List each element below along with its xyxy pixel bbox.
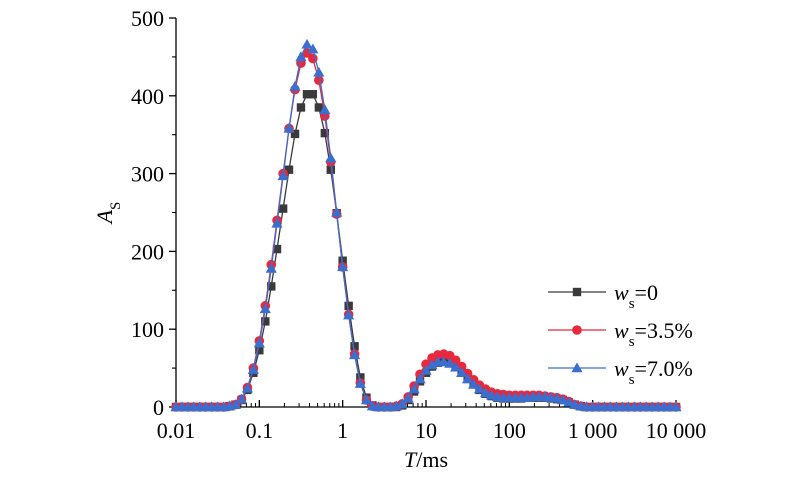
data-point [247,364,259,374]
x-tick-label: 0.1 [246,418,274,443]
x-tick-label: 10 000 [646,418,707,443]
data-point [259,303,271,314]
data-point [444,357,456,368]
data-point [479,387,492,398]
legend-item-1: ws=0 [548,280,658,312]
y-tick-label: 0 [153,395,164,420]
axes: 0 100 200 300 400 500 0.01 0.1 1 10 100 1 000 10 000… [92,6,706,472]
data-point [331,206,343,217]
data-point [255,346,264,355]
data-point [278,204,288,213]
legend-marker [572,325,582,335]
data-point [360,394,373,405]
legend-label: ws=3.5% [614,318,693,350]
data-point [289,80,301,91]
data-point [301,38,313,49]
data-point [408,383,420,394]
data-point [344,301,353,311]
series-3 [170,38,682,412]
data-point [267,282,276,291]
data-point [229,399,242,409]
data-point [241,382,254,393]
data-point [296,103,306,112]
data-point [343,309,355,320]
data-point [468,378,480,389]
data-point [319,104,331,115]
legend: ws=0 ws=3.5% ws=7.0% [548,280,693,388]
data-point [337,261,349,272]
x-tick-label: 0.01 [157,418,196,443]
data-point [670,401,682,412]
data-point [272,244,282,254]
data-point [438,356,450,367]
legend-item-3: ws=7.0% [548,356,693,388]
data-point [313,66,325,77]
data-point [356,373,365,382]
series-line [176,43,676,408]
data-point [563,396,575,407]
data-point [314,75,324,86]
data-point [261,317,270,326]
legend-label: ws=7.0% [614,356,693,388]
x-tick-label: 1 [337,418,348,443]
data-point [326,165,335,174]
y-tick-label: 400 [131,84,164,109]
data-point [426,359,438,370]
series-2 [171,48,681,412]
data-point [338,256,347,265]
data-point [396,398,408,409]
legend-marker [571,362,583,373]
data-point [302,90,312,99]
y-axis-title: AS [92,202,124,226]
data-point [350,342,359,351]
data-point [450,361,462,372]
data-point [283,122,295,133]
data-point [308,90,318,99]
x-axis-title: T/ms [404,447,448,472]
series-layer [170,38,682,412]
data-point [420,364,432,375]
y-tick-label: 500 [131,6,164,31]
data-point [235,393,248,404]
legend-label: ws=0 [614,280,658,312]
data-point [265,262,277,273]
data-point [462,373,474,384]
y-tick-label: 200 [131,239,164,264]
data-point [473,383,486,394]
x-tick-label: 10 [415,418,437,443]
data-point [314,103,324,112]
y-tick-label: 100 [131,317,164,342]
legend-marker [572,287,582,297]
data-point [325,152,337,163]
data-point [320,128,330,138]
series-line [176,51,676,408]
data-point [271,217,283,228]
x-tick-label: 100 [493,418,526,443]
data-point [402,392,414,403]
data-point [253,337,265,348]
data-point [354,378,366,388]
data-point [414,373,426,384]
data-point [307,43,319,54]
legend-item-2: ws=3.5% [548,318,693,350]
data-point [290,129,300,139]
y-tick-label: 300 [131,162,164,187]
x-tick-label: 1 000 [568,418,618,443]
data-point [348,349,361,360]
data-point [284,165,294,174]
data-point [557,394,569,405]
data-point [277,170,289,181]
data-point [456,367,468,377]
data-point [295,51,307,62]
data-point [450,355,461,366]
